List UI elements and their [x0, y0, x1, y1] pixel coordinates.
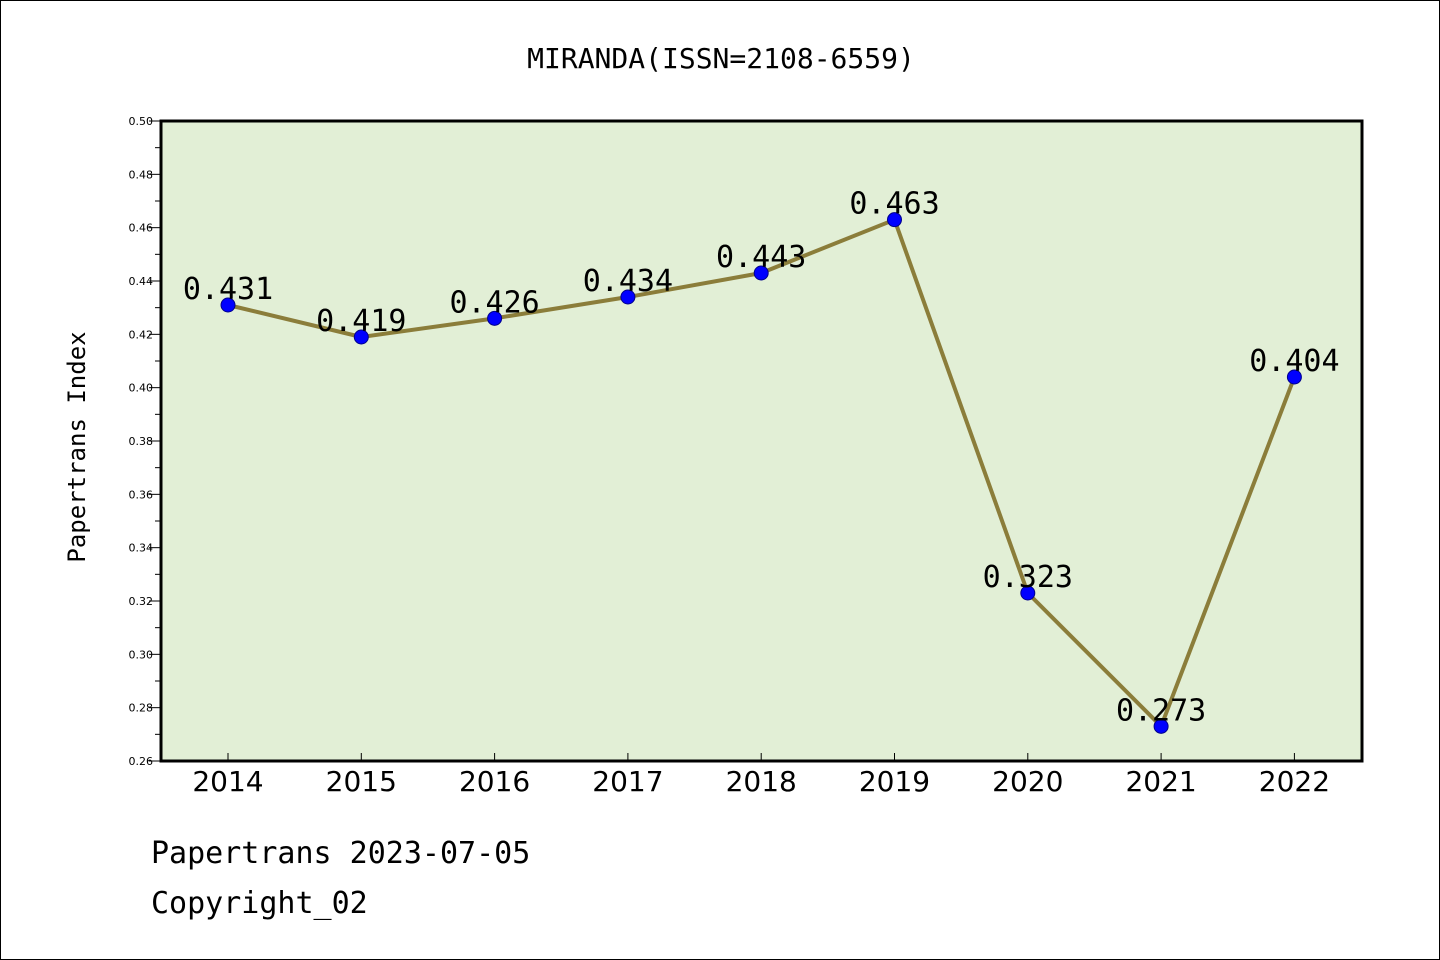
y-tick-label: 0.30	[129, 648, 154, 661]
data-label: 0.443	[716, 240, 806, 275]
footer-source: Papertrans 2023-07-05	[151, 836, 531, 871]
x-tick-label: 2019	[859, 765, 930, 798]
data-point	[753, 265, 769, 281]
chart-title: MIRANDA(ISSN=2108-6559)	[527, 42, 915, 75]
y-tick-label: 0.26	[129, 755, 154, 768]
y-tick-label: 0.40	[129, 382, 154, 395]
data-label: 0.419	[316, 304, 406, 339]
data-points	[220, 212, 1302, 734]
y-tick-label: 0.36	[129, 488, 154, 501]
y-tick-label: 0.48	[129, 168, 154, 181]
y-tick-label: 0.34	[129, 542, 154, 555]
data-label: 0.434	[583, 264, 673, 299]
data-point	[353, 329, 369, 345]
x-tick-label: 2021	[1125, 765, 1196, 798]
data-point	[1153, 718, 1169, 734]
x-tick-label: 2018	[726, 765, 797, 798]
data-label: 0.273	[1116, 693, 1206, 728]
x-tick-label: 2020	[992, 765, 1063, 798]
data-point	[887, 212, 902, 228]
data-point	[1020, 585, 1036, 601]
x-axis: 2014 2015 2016 2017 2018 2019 2020 2021 2022	[192, 753, 1330, 798]
y-tick-label: 0.38	[129, 435, 154, 448]
plot-border	[159, 119, 1364, 763]
data-point	[1286, 369, 1302, 385]
data-label: 0.323	[983, 560, 1073, 595]
x-tick-label: 2016	[459, 765, 530, 798]
y-axis: 0.26 0.28 0.30 0.32 0.34 0.36 0.38 0.40 0.42 0.44…	[129, 115, 161, 768]
data-label: 0.404	[1249, 344, 1339, 379]
y-tick-label: 0.50	[129, 115, 154, 128]
data-label: 0.426	[449, 285, 539, 320]
x-tick-label: 2015	[326, 765, 397, 798]
data-point	[620, 289, 636, 305]
y-axis-label: Papertrans Index	[63, 331, 91, 562]
data-point	[487, 310, 503, 326]
data-label: 0.463	[849, 187, 939, 222]
x-tick-label: 2022	[1259, 765, 1330, 798]
y-tick-label: 0.42	[129, 328, 154, 341]
footer-copyright: Copyright_02	[151, 886, 368, 921]
y-tick-label: 0.32	[129, 595, 154, 608]
y-tick-label: 0.44	[129, 275, 154, 288]
y-tick-label: 0.28	[129, 702, 154, 715]
plot-area	[161, 121, 1362, 761]
data-labels: 0.431 0.419 0.426 0.434 0.443 0.463 0.323 0.273…	[183, 187, 1340, 729]
x-tick-label: 2014	[192, 765, 263, 798]
y-tick-label: 0.46	[129, 222, 154, 235]
data-point	[220, 297, 236, 313]
x-tick-label: 2017	[592, 765, 663, 798]
data-label: 0.431	[183, 272, 273, 307]
